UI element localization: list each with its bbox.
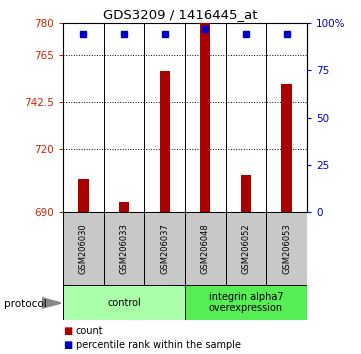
- Text: GSM206053: GSM206053: [282, 223, 291, 274]
- Text: control: control: [107, 298, 141, 308]
- Text: GSM206048: GSM206048: [201, 223, 210, 274]
- Bar: [63, 285, 185, 320]
- Text: GDS3209 / 1416445_at: GDS3209 / 1416445_at: [103, 8, 258, 21]
- Bar: [185, 212, 226, 285]
- Bar: [78, 179, 88, 212]
- Bar: [63, 212, 104, 285]
- Polygon shape: [42, 298, 61, 308]
- Bar: [144, 212, 185, 285]
- Text: ■: ■: [63, 326, 73, 336]
- Text: protocol: protocol: [4, 299, 46, 309]
- Text: GSM206052: GSM206052: [242, 223, 251, 274]
- Text: count: count: [76, 326, 104, 336]
- Bar: [119, 202, 129, 212]
- Bar: [282, 84, 292, 212]
- Text: percentile rank within the sample: percentile rank within the sample: [76, 340, 241, 350]
- Text: ■: ■: [63, 340, 73, 350]
- Bar: [160, 72, 170, 212]
- Text: GSM206033: GSM206033: [119, 223, 129, 274]
- Bar: [226, 212, 266, 285]
- Bar: [266, 212, 307, 285]
- Text: GSM206030: GSM206030: [79, 223, 88, 274]
- Text: GSM206037: GSM206037: [160, 223, 169, 274]
- Bar: [200, 23, 210, 212]
- Bar: [104, 212, 144, 285]
- Bar: [241, 175, 251, 212]
- Text: integrin alpha7
overexpression: integrin alpha7 overexpression: [209, 292, 283, 314]
- Bar: [185, 285, 307, 320]
